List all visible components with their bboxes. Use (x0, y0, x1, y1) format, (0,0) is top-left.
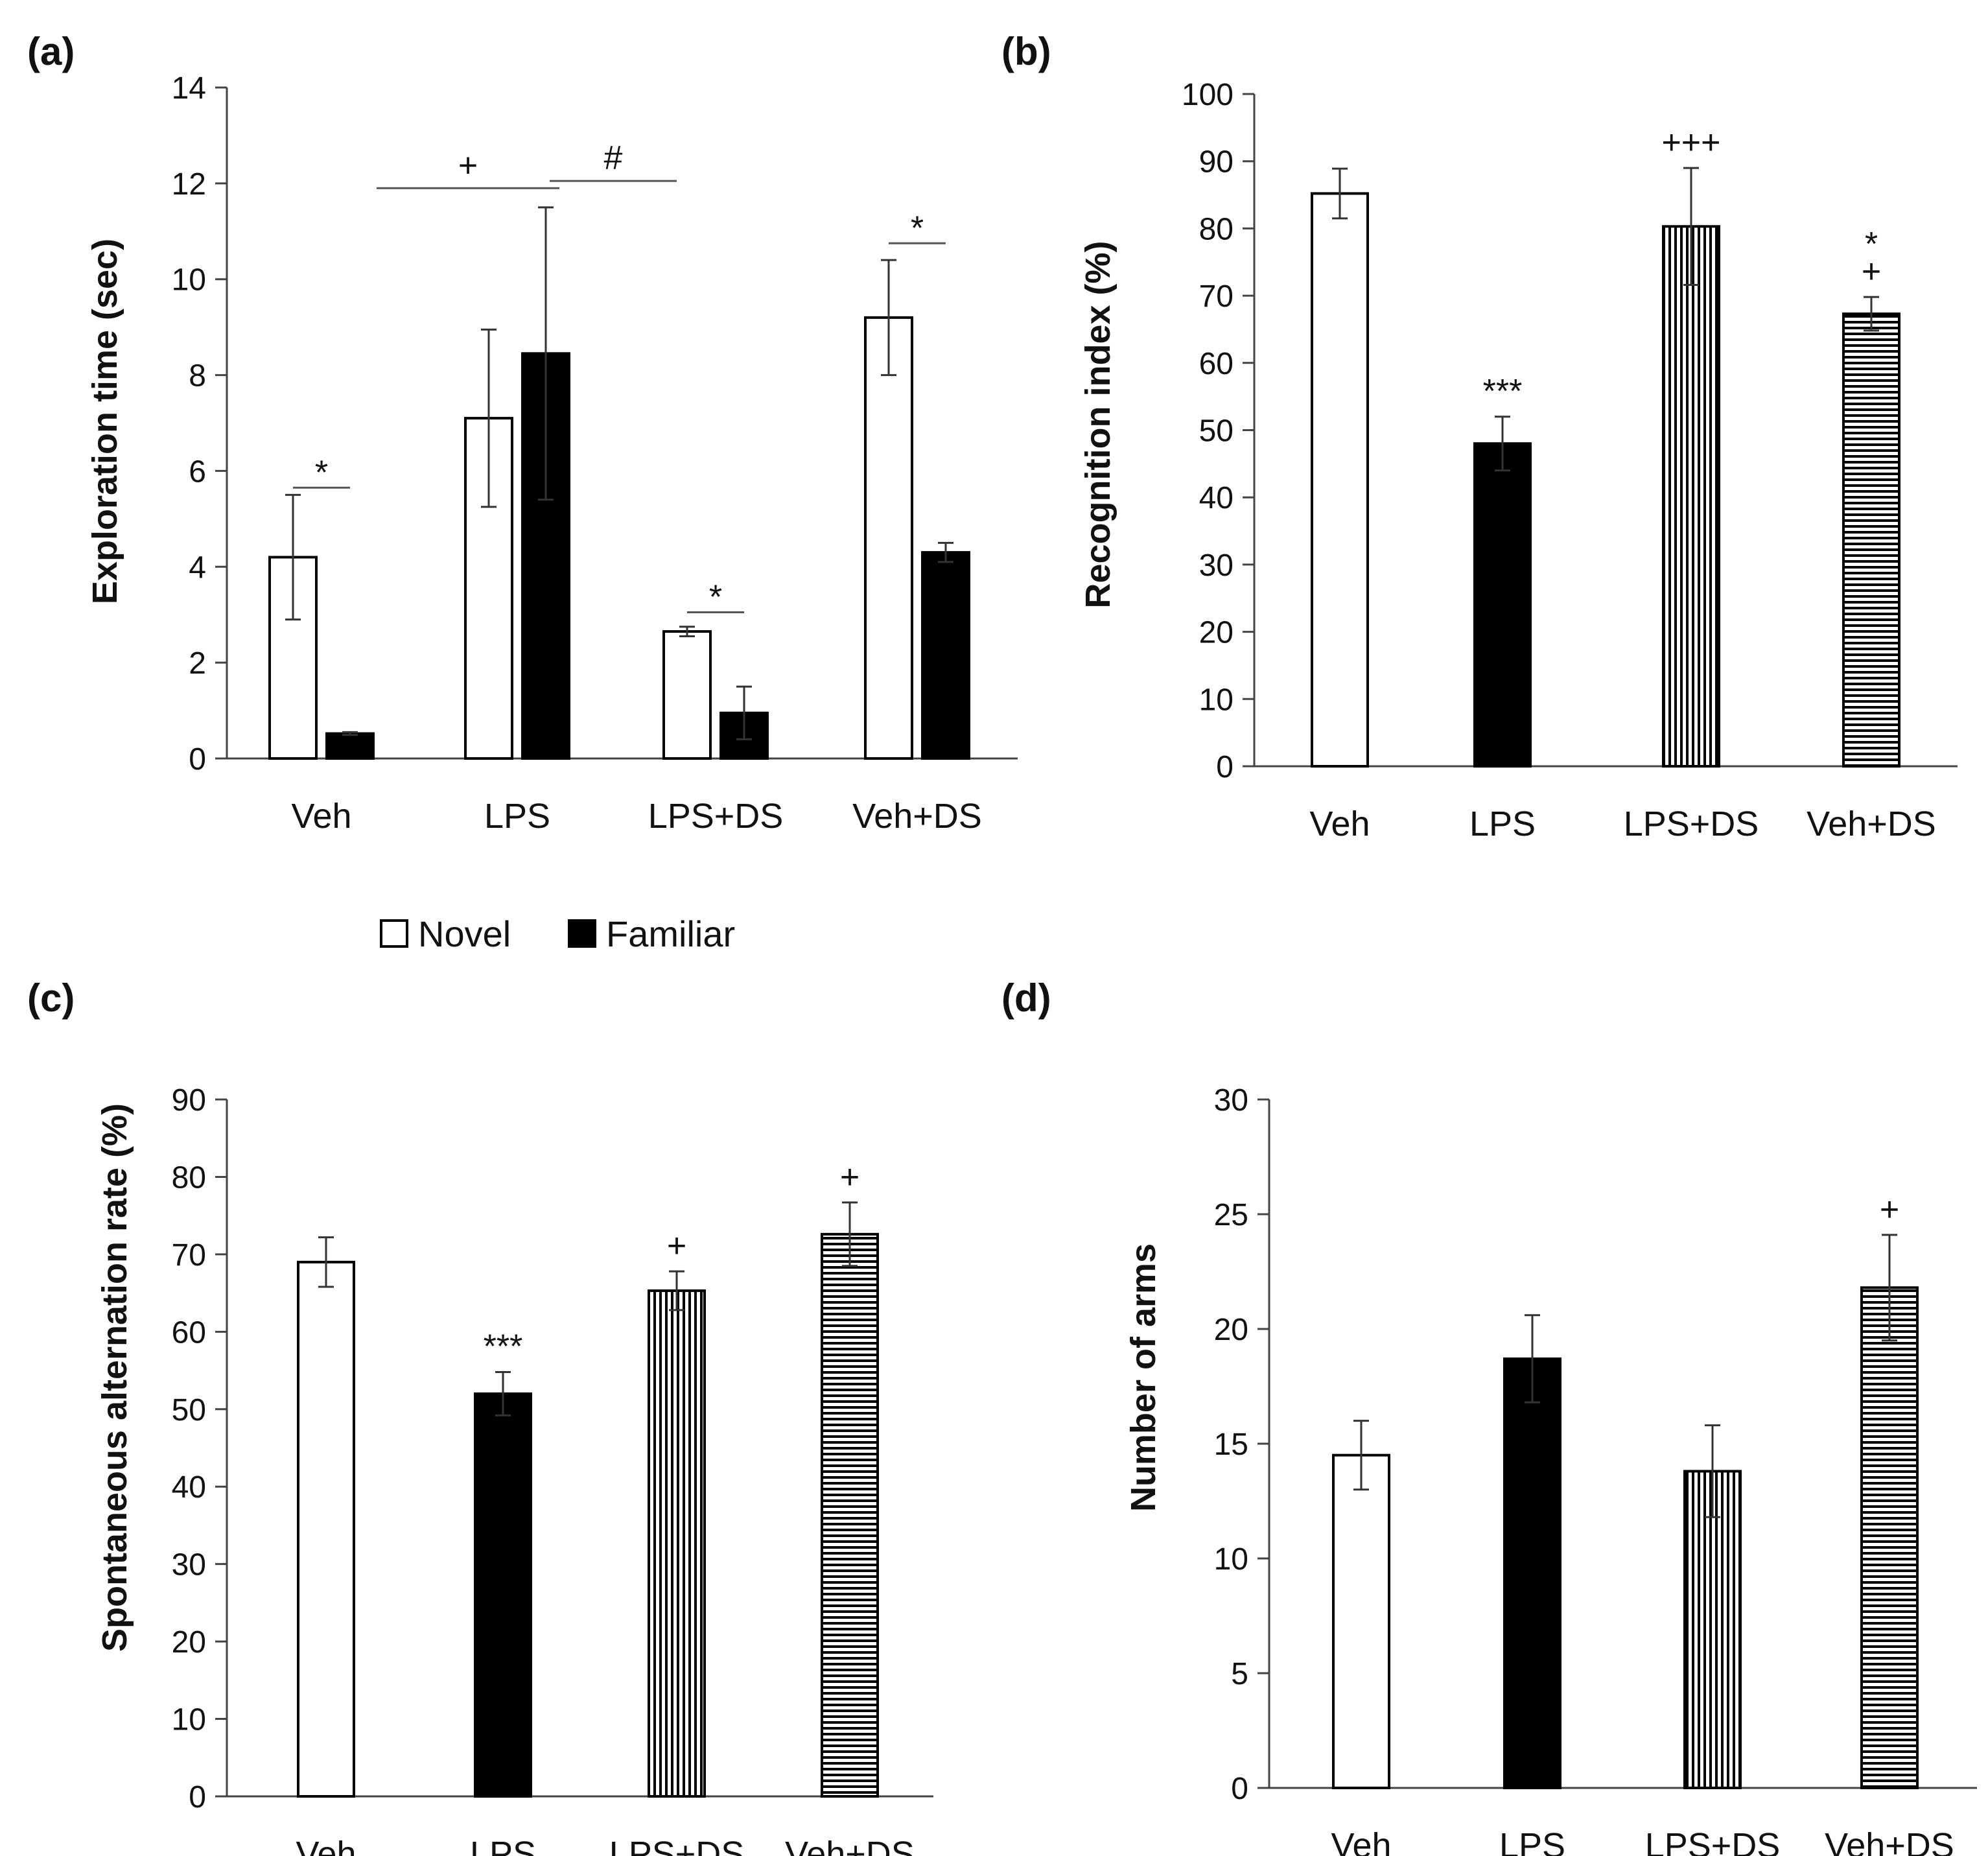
y-tick-label: 80 (1199, 212, 1234, 246)
x-category-label: LPS+DS (648, 797, 784, 836)
y-tick-label: 40 (1199, 481, 1234, 515)
significance-marker: + (1862, 253, 1881, 290)
y-tick-label: 60 (1199, 347, 1234, 381)
x-category-label: Veh (296, 1835, 356, 1856)
y-tick-label: 70 (172, 1238, 206, 1273)
y-tick-label: 10 (172, 1703, 206, 1737)
x-category-label: Veh (1309, 805, 1370, 843)
y-tick-label: 6 (189, 454, 206, 489)
legend-label-novel: Novel (418, 913, 511, 954)
bar-novel (864, 316, 913, 760)
chart-b: 0 10 20 30 40 50 60 70 80 90 100 Veh LPS LPS+DS Veh+DS… (1182, 78, 1958, 843)
panel-label-d: (d) (1001, 976, 1051, 1020)
y-tick-label: 20 (1199, 616, 1234, 650)
y-tick-label: 12 (172, 167, 206, 202)
y-tick-label: 0 (189, 1780, 206, 1815)
x-category-label: LPS+DS (1645, 1826, 1781, 1856)
y-axis-title-a: Exploration time (sec) (86, 239, 124, 604)
y-tick-label: 60 (172, 1315, 206, 1350)
significance-marker: +++ (1661, 124, 1720, 161)
bar-veh-ds (1842, 312, 1900, 768)
y-tick-label: 90 (172, 1083, 206, 1118)
y-tick-label: 20 (1214, 1313, 1248, 1347)
chart-c: 0 10 20 30 40 50 60 70 80 90 Veh LPS LPS+DS Veh+DS ***… (172, 1083, 933, 1856)
x-category-label: Veh+DS (852, 797, 982, 836)
chart-d: 0 5 10 15 20 25 30 Veh LPS LPS+DS Veh+DS + (1214, 1083, 1977, 1856)
significance-marker: + (840, 1158, 860, 1196)
y-tick-label: 30 (1199, 548, 1234, 583)
y-tick-label: 30 (172, 1548, 206, 1582)
y-tick-label: 0 (189, 742, 206, 777)
y-tick-label: 80 (172, 1160, 206, 1195)
bar-lps-ds (648, 1289, 706, 1798)
x-category-label: LPS (470, 1835, 536, 1856)
x-category-label: LPS (1499, 1826, 1565, 1856)
x-category-label: LPS (1469, 805, 1536, 843)
bar-veh (297, 1260, 355, 1798)
y-tick-label: 30 (1214, 1083, 1248, 1118)
x-category-label: Veh+DS (1825, 1826, 1954, 1856)
significance-marker: * (709, 579, 722, 617)
x-category-label: LPS+DS (1624, 805, 1759, 843)
y-tick-label: 50 (1199, 414, 1234, 449)
y-axis-title-d: Number of arms (1124, 1243, 1163, 1512)
y-tick-label: 0 (1216, 750, 1234, 784)
y-tick-label: 40 (172, 1470, 206, 1505)
legend-swatch-familiar (568, 919, 596, 948)
chart-a: 0 2 4 6 8 10 12 14 Veh LPS LPS+DS Veh+DS * * * + # (172, 71, 1018, 836)
bar-veh (1311, 192, 1369, 768)
significance-marker: * (315, 454, 328, 491)
x-category-label: Veh (1331, 1826, 1391, 1856)
bar-lps (1473, 442, 1532, 768)
y-tick-label: 25 (1214, 1198, 1248, 1232)
y-tick-label: 10 (1214, 1542, 1248, 1577)
y-tick-label: 15 (1214, 1427, 1248, 1462)
y-tick-label: 8 (189, 359, 206, 394)
x-category-label: LPS (484, 797, 550, 836)
panel-label-a: (a) (27, 30, 75, 73)
y-tick-label: 0 (1231, 1772, 1248, 1806)
x-category-label: LPS+DS (609, 1835, 745, 1856)
legend-label-familiar: Familiar (606, 913, 735, 954)
significance-marker: + (667, 1227, 686, 1265)
bar-familiar (921, 551, 970, 760)
y-tick-label: 10 (1199, 683, 1234, 717)
legend-swatch-novel (380, 919, 408, 948)
bar-familiar (325, 732, 375, 760)
y-tick-label: 10 (172, 263, 206, 298)
significance-marker: *** (484, 1328, 523, 1365)
x-category-label: Veh+DS (1807, 805, 1936, 843)
significance-marker: *** (1483, 373, 1523, 410)
significance-marker: + (1880, 1191, 1899, 1228)
y-tick-label: 4 (189, 550, 206, 585)
significance-marker: * (911, 209, 924, 247)
y-tick-label: 70 (1199, 279, 1234, 314)
x-category-label: Veh (291, 797, 351, 836)
significance-marker: * (1865, 226, 1878, 263)
y-axis-title-c: Spontaneous alternation rate (%) (95, 1103, 134, 1652)
bar-veh-ds (1860, 1286, 1919, 1789)
bar-lps (1503, 1357, 1561, 1789)
bar-novel (662, 630, 712, 760)
bar-lps (474, 1392, 532, 1798)
y-tick-label: 90 (1199, 145, 1234, 180)
y-tick-label: 50 (172, 1393, 206, 1427)
significance-marker: # (604, 139, 623, 177)
legend: Novel Familiar (380, 913, 735, 954)
bar-lps-ds (1683, 1470, 1742, 1789)
panel-label-c: (c) (27, 976, 75, 1020)
y-tick-label: 100 (1182, 78, 1234, 112)
y-tick-label: 20 (172, 1625, 206, 1660)
y-tick-label: 14 (172, 71, 206, 106)
bar-lps-ds (1662, 225, 1720, 768)
y-axis-title-b: Recognition index (%) (1079, 241, 1117, 609)
y-tick-label: 2 (189, 646, 206, 681)
x-category-label: Veh+DS (785, 1835, 915, 1856)
bar-veh-ds (821, 1232, 879, 1798)
y-tick-label: 5 (1231, 1657, 1248, 1691)
significance-marker: + (458, 147, 478, 184)
bar-veh (1332, 1453, 1390, 1789)
panel-label-b: (b) (1001, 30, 1051, 73)
